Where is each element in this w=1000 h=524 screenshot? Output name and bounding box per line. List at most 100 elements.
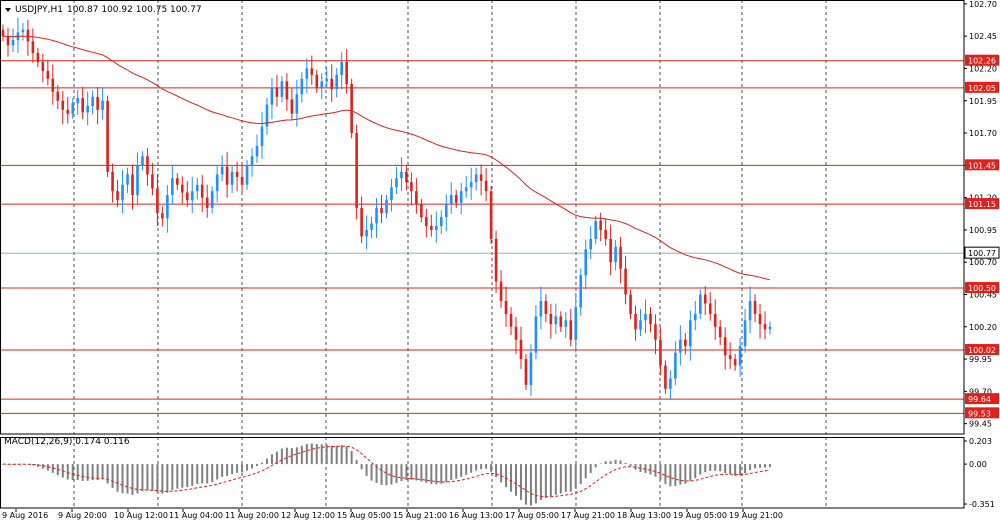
candle-body [245, 165, 249, 185]
current-price-label: 100.77 [968, 249, 996, 258]
price-tick-label: 100.45 [969, 291, 997, 300]
level-price-box [965, 81, 999, 93]
candle-body [335, 74, 338, 90]
macd-bar [624, 462, 627, 465]
macd-bar [764, 464, 767, 468]
candle-body [669, 378, 672, 389]
candle-body [61, 100, 65, 110]
dropdown-triangle-icon[interactable] [5, 8, 11, 12]
macd-bar [569, 464, 572, 492]
candle-body [758, 313, 762, 325]
macd-bar [410, 464, 413, 480]
candle-body [360, 207, 363, 237]
time-tick-label: 10 Aug 12:00 [114, 511, 168, 520]
macd-bar [729, 464, 732, 475]
candle-body [529, 352, 533, 385]
candle-body [270, 87, 274, 105]
price-tick-label: 101.95 [969, 97, 997, 106]
candle-body [689, 320, 692, 347]
candle-body [564, 320, 568, 327]
macd-bar [201, 464, 204, 484]
macd-bar [664, 464, 667, 485]
candle-body [190, 191, 194, 201]
candle-body [489, 191, 493, 239]
macd-bar [355, 460, 358, 465]
candle-body [713, 313, 717, 327]
candle-body [345, 62, 348, 84]
macd-bar [101, 464, 104, 480]
macd-bar [544, 464, 547, 498]
macd-bar [231, 464, 234, 475]
candle-body [141, 156, 144, 166]
time-tick-label: 9 Aug 20:00 [58, 511, 107, 520]
candle-body [449, 195, 453, 205]
candle-body [728, 355, 732, 360]
candle-body [355, 133, 358, 208]
macd-bar [534, 464, 537, 504]
macd-bar [495, 464, 498, 478]
macd-bar [16, 464, 19, 465]
macd-bar [629, 464, 632, 467]
candle-body [405, 171, 408, 183]
macd-bar [315, 444, 318, 465]
candle-body [674, 352, 677, 379]
candle-body [41, 62, 45, 72]
candle-body [375, 207, 378, 224]
macd-bar [470, 464, 473, 473]
macd-bar [300, 445, 303, 465]
chart-frame [0, 0, 965, 509]
macd-bar [275, 451, 278, 465]
macd-bar [749, 464, 752, 471]
macd-bar [400, 464, 403, 482]
macd-bar [594, 464, 597, 468]
level-price-box [965, 159, 999, 171]
candle-body [415, 191, 418, 205]
macd-bar [440, 464, 443, 484]
macd-bar [350, 451, 353, 465]
candle-body [151, 174, 154, 189]
candle-body [430, 226, 433, 230]
candle-body [260, 126, 264, 146]
macd-bar [216, 464, 219, 480]
candle-body [554, 316, 558, 325]
macd-bar [186, 464, 189, 488]
macd-bar [674, 464, 677, 486]
macd-bar [769, 464, 771, 468]
macd-bar [724, 464, 727, 473]
price-tick-label: 102.20 [969, 64, 997, 73]
level-price-label: 101.45 [968, 161, 996, 170]
time-tick-label: 17 Aug 21:00 [561, 511, 615, 520]
time-tick-label: 16 Aug 13:00 [449, 511, 503, 520]
candle-body [56, 91, 60, 101]
macd-bar [241, 464, 244, 473]
macd-bar [136, 464, 139, 494]
macd-histogram [2, 443, 771, 506]
candle-body [91, 96, 94, 106]
macd-bar [609, 461, 612, 465]
macd-bar [649, 464, 652, 475]
candle-body [176, 178, 179, 185]
chart-header[interactable]: USDJPY,H1 100.87 100.92 100.75 100.77 [5, 5, 202, 15]
current-price-box [964, 246, 1000, 259]
candle-body [350, 83, 353, 134]
candle-body [106, 100, 109, 172]
macd-bar [579, 464, 582, 485]
candle-body [679, 339, 682, 353]
macd-bar [131, 464, 134, 495]
candle-body [684, 339, 687, 347]
macd-bar [370, 464, 373, 481]
candle-body [265, 104, 269, 127]
level-price-label: 101.15 [968, 200, 996, 209]
candle-body [365, 229, 368, 237]
macd-bar [106, 464, 109, 484]
candle-body [325, 78, 329, 82]
candle-body [126, 174, 129, 185]
candle-body [524, 359, 528, 385]
time-tick-label: 11 Aug 04:00 [169, 511, 223, 520]
macd-bar [539, 464, 542, 501]
candle-body [579, 275, 583, 308]
candle-body [26, 29, 30, 42]
macd-pane-border [0, 437, 965, 509]
candle-body [255, 145, 259, 157]
macd-bar [36, 464, 39, 467]
